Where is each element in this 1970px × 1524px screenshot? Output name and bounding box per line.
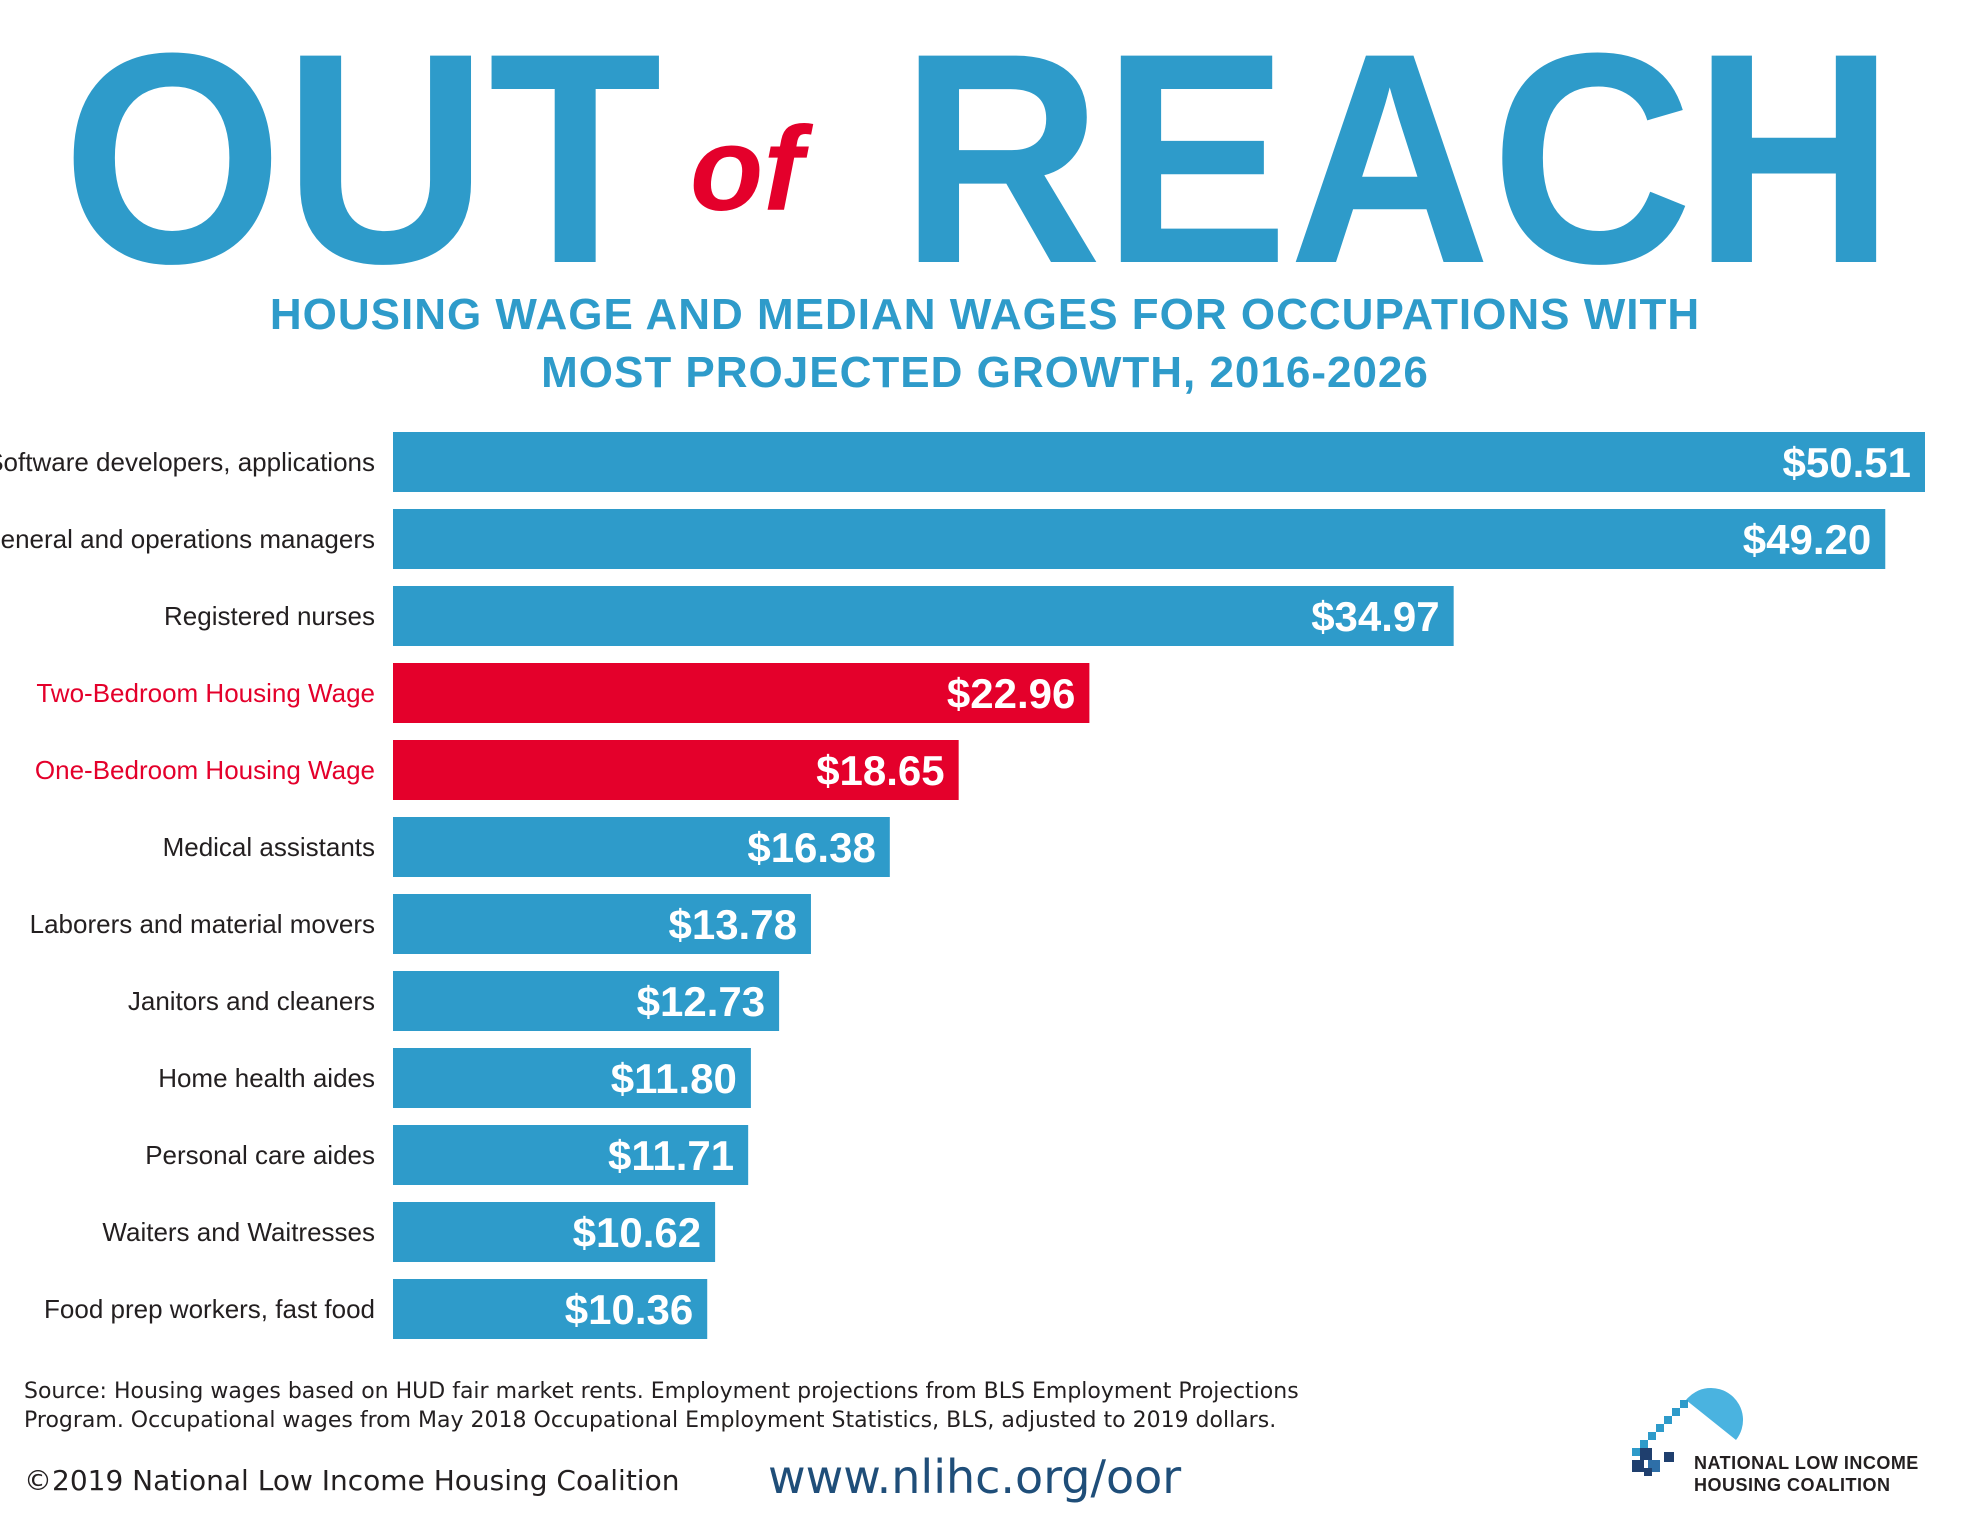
copyright-text: ©2019 National Low Income Housing Coalit…: [24, 1464, 680, 1497]
category-label-7: Janitors and cleaners: [128, 986, 375, 1016]
bar-9: [393, 1125, 749, 1185]
bar-value-label-5: $16.38: [747, 824, 875, 871]
category-label-9: Personal care aides: [145, 1140, 375, 1170]
website-link[interactable]: www.nlihc.org/oor: [768, 1450, 1182, 1504]
banner-word-of: of: [690, 102, 813, 236]
bar-11: [393, 1279, 708, 1339]
source-line-2: Program. Occupational wages from May 201…: [24, 1408, 1277, 1433]
house-icon: [1632, 1387, 1744, 1476]
bar-6: [393, 894, 811, 954]
out-of-reach-banner: OUT of REACH: [62, 0, 1895, 290]
bar-5: [393, 817, 890, 877]
nlihc-logo: NATIONAL LOW INCOME HOUSING COALITION: [1620, 1378, 1950, 1508]
bar-value-label-1: $49.20: [1743, 516, 1871, 563]
category-label-10: Waiters and Waitresses: [102, 1217, 375, 1247]
banner-word-out: OUT: [62, 0, 662, 290]
bar-value-label-8: $11.80: [611, 1055, 737, 1102]
category-label-3: Two-Bedroom Housing Wage: [36, 678, 375, 708]
logo-text: NATIONAL LOW INCOME HOUSING COALITION: [1694, 1452, 1919, 1496]
category-label-5: Medical assistants: [163, 832, 375, 862]
logo-text-line-2: HOUSING COALITION: [1694, 1475, 1891, 1495]
chart-subtitle-line-2: MOST PROJECTED GROWTH, 2016-2026: [541, 348, 1429, 397]
category-label-0: Software developers, applications: [0, 447, 375, 477]
bar-value-label-6: $13.78: [668, 901, 796, 948]
source-line-1: Source: Housing wages based on HUD fair …: [24, 1379, 1299, 1404]
logo-text-line-1: NATIONAL LOW INCOME: [1694, 1453, 1919, 1473]
bar-7: [393, 971, 780, 1031]
category-label-8: Home health aides: [158, 1063, 375, 1093]
category-label-2: Registered nurses: [164, 601, 375, 631]
source-note: Source: Housing wages based on HUD fair …: [24, 1377, 1424, 1435]
bar-value-label-4: $18.65: [816, 747, 944, 794]
bar-10: [393, 1202, 716, 1262]
bar-value-label-3: $22.96: [947, 670, 1075, 717]
category-label-1: General and operations managers: [0, 524, 375, 554]
bar-0: [393, 432, 1925, 492]
category-label-11: Food prep workers, fast food: [44, 1294, 375, 1324]
chart-subtitle-line-1: HOUSING WAGE AND MEDIAN WAGES FOR OCCUPA…: [269, 290, 1701, 339]
category-label-4: One-Bedroom Housing Wage: [35, 755, 375, 785]
bar-value-label-10: $10.62: [573, 1209, 701, 1256]
banner-word-reach: REACH: [900, 0, 1895, 290]
bar-value-label-2: $34.97: [1311, 593, 1439, 640]
wage-bar-chart: $50.51 Software developers, applications $…: [0, 432, 1925, 1339]
bar-value-label-7: $12.73: [637, 978, 765, 1025]
bar-3: [393, 663, 1090, 723]
bar-value-label-9: $11.71: [608, 1132, 734, 1179]
bar-value-label-0: $50.51: [1783, 439, 1911, 486]
category-label-6: Laborers and material movers: [30, 909, 375, 939]
bar-value-label-11: $10.36: [565, 1286, 693, 1333]
bar-1: [393, 509, 1886, 569]
bar-2: [393, 586, 1454, 646]
bar-8: [393, 1048, 751, 1108]
bar-4: [393, 740, 959, 800]
